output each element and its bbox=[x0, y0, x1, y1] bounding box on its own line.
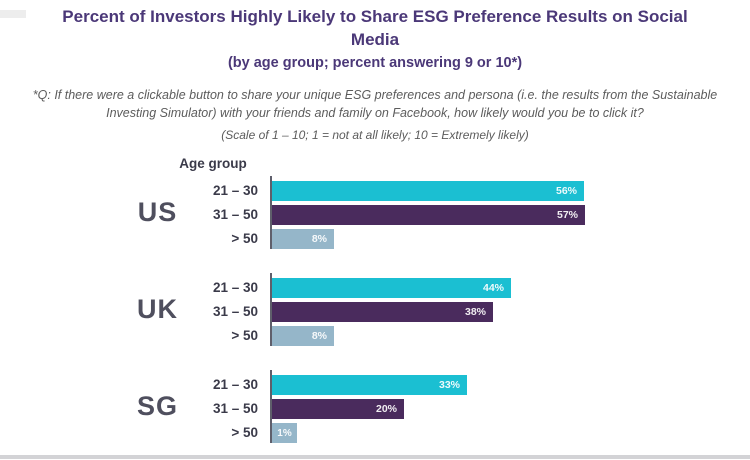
bar-column: 56% 57% 8% bbox=[270, 176, 750, 249]
bar-sg-1: 33% bbox=[272, 375, 467, 395]
age-label: 21 – 30 bbox=[212, 377, 258, 392]
bar-uk-1: 44% bbox=[272, 278, 511, 298]
age-label-column: 21 – 30 31 – 50 > 50 bbox=[185, 273, 258, 346]
bar-uk-3: 8% bbox=[272, 326, 334, 346]
corner-artifact bbox=[0, 10, 26, 18]
bar-row: 8% bbox=[272, 229, 750, 249]
age-label-column: 21 – 30 31 – 50 > 50 bbox=[185, 370, 258, 443]
page-title: Percent of Investors Highly Likely to Sh… bbox=[62, 7, 688, 49]
age-group-axis-header: Age group bbox=[179, 156, 247, 171]
survey-question-footnote: *Q: If there were a clickable button to … bbox=[32, 88, 718, 120]
bar-column: 33% 20% 1% bbox=[270, 370, 750, 443]
page-subtitle: (by age group; percent answering 9 or 10… bbox=[227, 55, 523, 71]
bar-us-2: 57% bbox=[272, 205, 585, 225]
chart-group-uk: UK 21 – 30 31 – 50 > 50 44% 38% 8% bbox=[0, 273, 750, 346]
bar-row: 8% bbox=[272, 326, 750, 346]
age-label: 31 – 50 bbox=[212, 304, 258, 319]
bar-uk-2: 38% bbox=[272, 302, 493, 322]
bar-column: 44% 38% 8% bbox=[270, 273, 750, 346]
chart-group-sg: SG 21 – 30 31 – 50 > 50 33% 20% 1% bbox=[0, 370, 750, 443]
bar-row: 33% bbox=[272, 375, 750, 395]
bar-us-3: 8% bbox=[272, 229, 334, 249]
bar-row: 56% bbox=[272, 181, 750, 201]
chart-group-us: US 21 – 30 31 – 50 > 50 56% 57% 8% bbox=[0, 176, 750, 249]
age-label: 21 – 30 bbox=[212, 183, 258, 198]
scale-note: (Scale of 1 – 10; 1 = not at all likely;… bbox=[221, 128, 529, 142]
bar-chart: Age group US 21 – 30 31 – 50 > 50 56% 57% 8% UK… bbox=[0, 155, 750, 443]
bar-row: 38% bbox=[272, 302, 750, 322]
country-label: UK bbox=[137, 294, 178, 324]
bar-sg-2: 20% bbox=[272, 399, 404, 419]
bar-row: 57% bbox=[272, 205, 750, 225]
chart-groups: US 21 – 30 31 – 50 > 50 56% 57% 8% UK 21 – 30 31 … bbox=[0, 176, 750, 443]
bar-row: 44% bbox=[272, 278, 750, 298]
bar-row: 1% bbox=[272, 423, 750, 443]
country-label: US bbox=[137, 197, 178, 227]
bottom-border bbox=[0, 455, 750, 459]
bar-row: 20% bbox=[272, 399, 750, 419]
country-label: SG bbox=[136, 391, 178, 421]
bar-us-1: 56% bbox=[272, 181, 584, 201]
chart-header: Percent of Investors Highly Likely to Sh… bbox=[0, 5, 750, 142]
age-label: 31 – 50 bbox=[212, 207, 258, 222]
age-label: > 50 bbox=[231, 425, 258, 440]
age-label: 31 – 50 bbox=[212, 401, 258, 416]
age-label: > 50 bbox=[231, 328, 258, 343]
age-label: 21 – 30 bbox=[212, 280, 258, 295]
age-label-column: 21 – 30 31 – 50 > 50 bbox=[185, 176, 258, 249]
bar-sg-3: 1% bbox=[272, 423, 297, 443]
age-label: > 50 bbox=[231, 231, 258, 246]
